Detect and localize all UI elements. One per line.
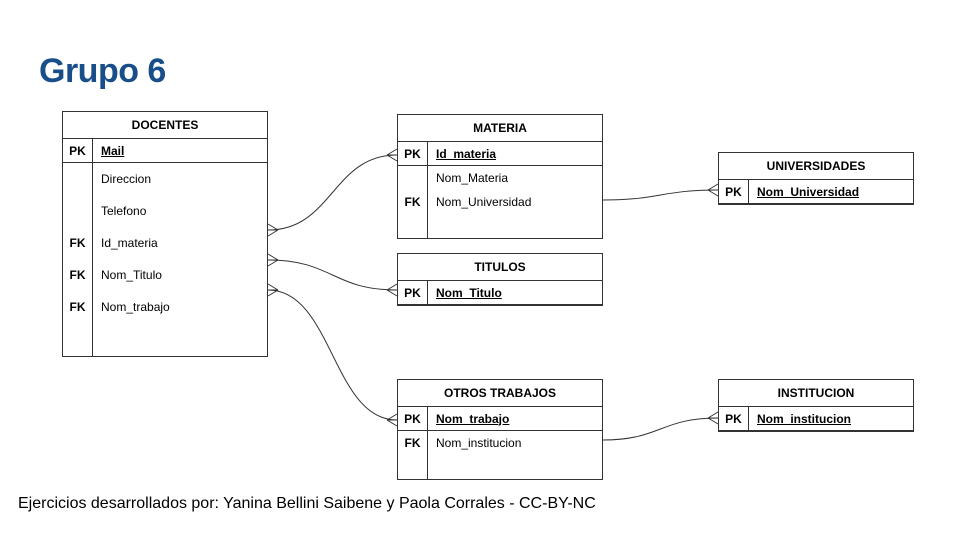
attr-cell: Nom_Universidad <box>749 181 913 203</box>
attr-cell: Nom_institucion <box>749 408 913 430</box>
attr-cell: Id_materia <box>428 143 602 165</box>
attr-cell: Telefono <box>93 200 267 222</box>
key-cell <box>398 455 428 479</box>
table-row: FKNom_institucion <box>398 431 602 455</box>
entity-docentes: DOCENTESPKMailDireccionTelefonoFKId_mate… <box>62 111 268 357</box>
table-row: PKNom_Universidad <box>719 180 913 204</box>
credits-text: Ejercicios desarrollados por: Yanina Bel… <box>18 495 596 513</box>
table-row: Nom_Materia <box>398 166 602 190</box>
table-row: PKNom_Titulo <box>398 281 602 305</box>
key-cell <box>398 166 428 190</box>
entity-titulos: TITULOSPKNom_Titulo <box>397 253 603 306</box>
attr-cell <box>93 336 267 344</box>
filler-row <box>63 323 267 356</box>
entity-header: MATERIA <box>398 115 602 142</box>
key-cell: FK <box>63 291 93 323</box>
entity-body: FKNom_institucion <box>398 431 602 479</box>
table-row: FKNom_trabajo <box>63 291 267 323</box>
entity-header: INSTITUCION <box>719 380 913 407</box>
attr-cell: Nom_Titulo <box>93 264 267 286</box>
attr-cell: Id_materia <box>93 232 267 254</box>
entity-header: DOCENTES <box>63 112 267 139</box>
table-row: FKNom_Titulo <box>63 259 267 291</box>
entity-institucion: INSTITUCIONPKNom_institucion <box>718 379 914 432</box>
key-cell <box>398 214 428 238</box>
key-cell <box>63 323 93 356</box>
entity-header: UNIVERSIDADES <box>719 153 913 180</box>
attr-cell: Mail <box>93 140 267 162</box>
table-row: PKNom_institucion <box>719 407 913 431</box>
table-row: PKId_materia <box>398 142 602 166</box>
key-cell: FK <box>398 431 428 455</box>
entity-header: TITULOS <box>398 254 602 281</box>
table-row: Telefono <box>63 195 267 227</box>
attr-cell: Nom_Titulo <box>428 282 602 304</box>
page-title: Grupo 6 <box>39 52 166 91</box>
key-cell: FK <box>63 259 93 291</box>
key-cell: PK <box>63 139 93 162</box>
table-row: FKId_materia <box>63 227 267 259</box>
key-cell: PK <box>719 407 749 430</box>
key-cell <box>63 163 93 195</box>
attr-cell <box>428 222 602 230</box>
attr-cell: Direccion <box>93 168 267 190</box>
filler-row <box>398 214 602 238</box>
attr-cell: Nom_Universidad <box>428 191 602 213</box>
entity-body: Nom_MateriaFKNom_Universidad <box>398 166 602 238</box>
attr-cell: Nom_trabajo <box>93 296 267 318</box>
table-row: PKMail <box>63 139 267 163</box>
key-cell: PK <box>398 142 428 165</box>
table-row: PKNom_trabajo <box>398 407 602 431</box>
key-cell: PK <box>719 180 749 203</box>
attr-cell: Nom_trabajo <box>428 408 602 430</box>
key-cell: FK <box>398 190 428 214</box>
entity-materia: MATERIAPKId_materiaNom_MateriaFKNom_Univ… <box>397 114 603 239</box>
entity-header: OTROS TRABAJOS <box>398 380 602 407</box>
entity-universidades: UNIVERSIDADESPKNom_Universidad <box>718 152 914 205</box>
entity-body: DireccionTelefonoFKId_materiaFKNom_Titul… <box>63 163 267 356</box>
table-row: Direccion <box>63 163 267 195</box>
key-cell: PK <box>398 281 428 304</box>
filler-row <box>398 455 602 479</box>
attr-cell <box>428 463 602 471</box>
entity-otros_trabajos: OTROS TRABAJOSPKNom_trabajoFKNom_institu… <box>397 379 603 480</box>
key-cell <box>63 195 93 227</box>
table-row: FKNom_Universidad <box>398 190 602 214</box>
attr-cell: Nom_Materia <box>428 167 602 189</box>
key-cell: PK <box>398 407 428 430</box>
attr-cell: Nom_institucion <box>428 432 602 454</box>
key-cell: FK <box>63 227 93 259</box>
